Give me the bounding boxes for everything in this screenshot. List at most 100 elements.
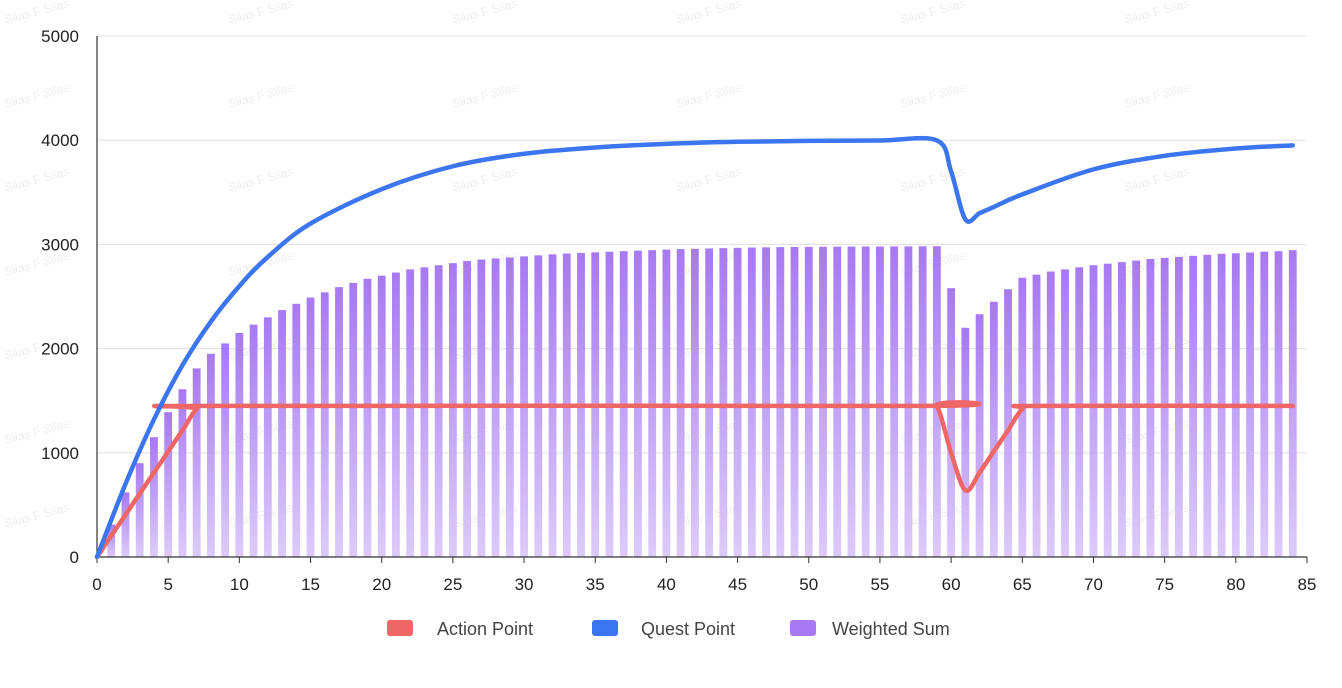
x-tick-label: 60 (942, 575, 961, 594)
weighted-sum-bar (932, 246, 941, 557)
watermark-text: Silas F Silas (675, 80, 742, 111)
weighted-sum-bar (904, 246, 913, 557)
watermark-text: Silas F Silas (1123, 164, 1190, 195)
weighted-sum-bar (1061, 269, 1069, 557)
watermark-text: Silas F Silas (675, 164, 742, 195)
legend-item-weighted-sum[interactable]: Weighted Sum (790, 619, 950, 639)
weighted-sum-bar (377, 275, 386, 557)
weighted-sum-bar (961, 327, 970, 557)
weighted-sum-bar (947, 288, 956, 557)
weighted-sum-bar (833, 246, 842, 558)
weighted-sum-bar (263, 317, 272, 557)
watermark-text: Silas F Silas (451, 164, 518, 195)
watermark-text: Silas F Silas (899, 80, 966, 111)
legend-swatch (387, 620, 413, 636)
legend-item-quest-point[interactable]: Quest Point (592, 619, 735, 639)
weighted-sum-bar (306, 297, 315, 557)
weighted-sum-bar (1046, 271, 1055, 557)
series-lines (94, 135, 1296, 560)
weighted-sum-bar (890, 246, 899, 557)
weighted-sum-bar (989, 301, 998, 557)
weighted-sum-bar (392, 272, 400, 557)
x-tick-label: 40 (657, 575, 676, 594)
watermark-text: Silas F Silas (1123, 0, 1190, 27)
action-point-line (94, 400, 1296, 560)
x-tick-label: 80 (1226, 575, 1245, 594)
watermark-text: Silas F Silas (227, 80, 294, 111)
weighted-sum-bar (235, 332, 244, 557)
weighted-sum-bar (819, 246, 827, 557)
weighted-sum-bar (1018, 277, 1027, 557)
weighted-sum-bar (676, 249, 685, 558)
x-tick-label: 5 (163, 575, 172, 594)
x-tick-label: 50 (799, 575, 818, 594)
x-tick-label: 65 (1013, 575, 1032, 594)
legend-label: Action Point (437, 619, 533, 639)
x-tick-label: 30 (515, 575, 534, 594)
weighted-sum-bar (1004, 289, 1012, 557)
y-tick-label: 1000 (41, 444, 79, 463)
legend-label: Weighted Sum (832, 619, 950, 639)
weighted-sum-bar (876, 246, 884, 557)
weighted-sum-bar (178, 389, 187, 557)
weighted-sum-bar (975, 314, 984, 557)
watermark-text: Silas F Silas (3, 416, 70, 447)
watermark-text: Silas F Silas (451, 80, 518, 111)
weighted-sum-bar (406, 269, 415, 557)
weighted-sum-bar (477, 259, 486, 557)
watermark-text: Silas F Silas (1123, 80, 1190, 111)
legend-item-action-point[interactable]: Action Point (387, 619, 533, 639)
weighted-sum-bar (278, 310, 286, 557)
weighted-sum-bar (1132, 260, 1141, 557)
weighted-sum-bar (1032, 274, 1041, 557)
weighted-sum-bar (107, 524, 116, 557)
weighted-sum-bar (135, 463, 144, 557)
y-tick-label: 3000 (41, 235, 79, 254)
legend-swatch (592, 620, 618, 636)
weighted-sum-bar (776, 247, 785, 558)
weighted-sum-bar (221, 343, 230, 557)
watermark-text: Silas F Silas (899, 0, 966, 27)
x-tick-label: 20 (372, 575, 391, 594)
x-tick-label: 15 (301, 575, 320, 594)
weighted-sum-bar (363, 278, 372, 557)
watermark-text: Silas F Silas (451, 0, 518, 27)
watermark-text: Silas F Silas (3, 500, 70, 531)
weighted-sum-bar (847, 246, 856, 557)
weighted-sum-bar (804, 246, 813, 557)
x-tick-label: 75 (1155, 575, 1174, 594)
watermark-text: Silas F Silas (3, 0, 70, 27)
watermark-text: Silas F Silas (227, 164, 294, 195)
x-tick-label: 45 (728, 575, 747, 594)
weighted-sum-bar (662, 249, 671, 558)
watermark-text: Silas F Silas (3, 164, 70, 195)
x-tick-label: 55 (870, 575, 889, 594)
watermark-text: Silas F Silas (3, 80, 70, 111)
y-tick-label: 5000 (41, 27, 79, 46)
weighted-sum-bar (1288, 250, 1297, 558)
weighted-sum-bar (192, 368, 201, 557)
legend-swatch (790, 620, 816, 636)
quest-point-line (94, 135, 1296, 560)
weighted-sum-bar (320, 292, 329, 557)
x-tick-label: 35 (586, 575, 605, 594)
weighted-sum-bar (448, 263, 457, 557)
weighted-sum-bar (150, 437, 158, 557)
x-tick-label: 70 (1084, 575, 1103, 594)
legend-label: Quest Point (641, 619, 735, 639)
legend[interactable]: Action Point Quest Point Weighted Sum (387, 619, 950, 639)
weighted-sum-bar (249, 324, 258, 557)
y-tick-label: 0 (70, 548, 79, 567)
weighted-sum-bar (121, 492, 130, 557)
x-tick-label: 0 (92, 575, 101, 594)
weighted-sum-bar (762, 247, 770, 557)
weighted-sum-bar (349, 282, 358, 557)
weighted-sum-bar (733, 247, 742, 557)
weighted-sum-bar (861, 246, 870, 557)
weighted-sum-bar (335, 287, 343, 557)
weighted-sum-bar (206, 353, 215, 557)
weighted-sum-bar (690, 248, 699, 557)
weighted-sum-bar (1089, 265, 1098, 557)
watermark-text: Silas F Silas (227, 0, 294, 27)
